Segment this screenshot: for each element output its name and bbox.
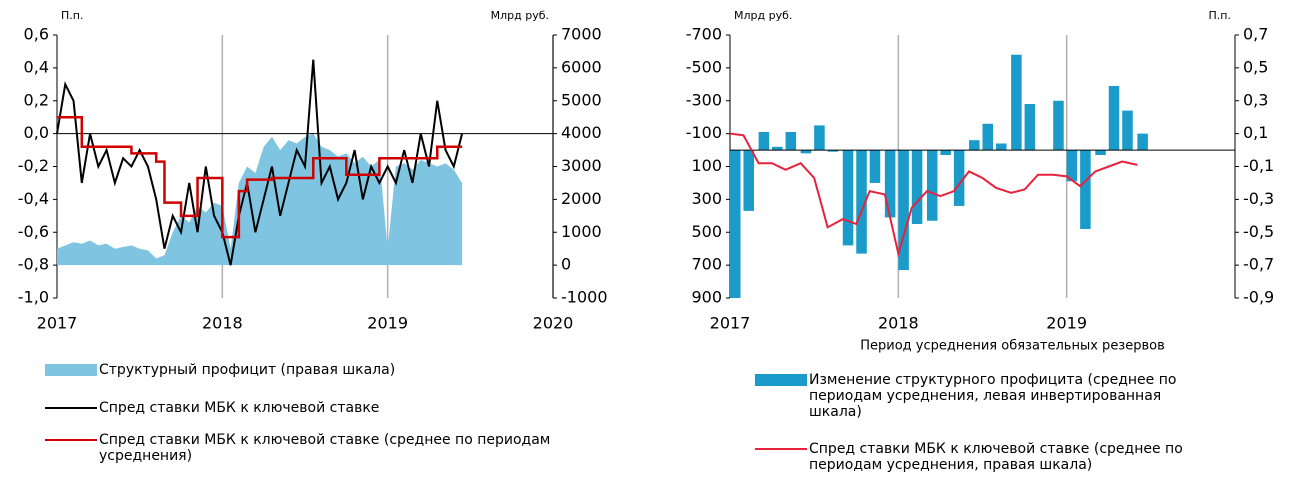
y2-tick-label: 6000	[561, 57, 602, 76]
y2-tick-label: -0,5	[1243, 222, 1274, 241]
bar	[1024, 104, 1036, 151]
y2-tick-label: 5000	[561, 90, 602, 109]
y-tick-label: -0,2	[18, 156, 49, 175]
legend-label: Изменение структурного профицита (средне…	[809, 372, 1177, 420]
legend-swatch	[755, 448, 807, 450]
line	[729, 132, 1138, 258]
y-tick-label: 900	[691, 288, 722, 307]
y-tick-label: -0,4	[18, 189, 49, 208]
legend-swatch	[755, 374, 807, 386]
y2-tick-label: 0,7	[1243, 25, 1268, 44]
y2-tick-label: -1000	[561, 288, 608, 307]
y-axis-label: П.п.	[61, 9, 83, 22]
bar	[758, 131, 770, 151]
x-tick-label: 2017	[710, 314, 751, 333]
y-tick-label: 300	[691, 189, 722, 208]
y-tick-label: 0,2	[24, 90, 49, 109]
bar	[995, 143, 1007, 151]
x-tick-label: 2018	[202, 314, 243, 333]
bar	[953, 150, 965, 206]
bar	[884, 150, 896, 218]
legend-item: Структурный профицит (правая шкала)	[45, 362, 605, 378]
bar	[856, 150, 867, 254]
bar	[911, 150, 923, 225]
legend-swatch	[45, 407, 97, 409]
bar	[785, 131, 797, 151]
y-tick-label: -500	[686, 57, 722, 76]
y2-tick-label: 7000	[561, 25, 602, 44]
y-tick-label: 0,0	[24, 123, 49, 142]
y2-axis-label: Млрд руб.	[491, 9, 549, 22]
legend-item: Спред ставки МБК к ключевой ставке	[45, 400, 605, 416]
bar	[1066, 150, 1078, 182]
y2-axis-label: П.п.	[1209, 9, 1231, 22]
bar	[926, 150, 938, 221]
y-tick-label: 0,6	[24, 25, 49, 44]
legend-label: Спред ставки МБК к ключевой ставке	[99, 400, 380, 416]
y-tick-label: 100	[691, 156, 722, 175]
bar	[982, 123, 994, 151]
x-tick-label: 2017	[37, 314, 78, 333]
y-tick-label: -100	[686, 123, 722, 142]
y-tick-label: 500	[691, 222, 722, 241]
bar	[898, 150, 909, 271]
y2-tick-label: -0,3	[1243, 189, 1274, 208]
y-tick-label: -300	[686, 90, 722, 109]
legend-swatch	[45, 364, 97, 376]
x-tick-label: 2019	[1046, 314, 1087, 333]
y2-tick-label: 2000	[561, 189, 602, 208]
legend-label: Спред ставки МБК к ключевой ставке (сред…	[809, 441, 1183, 473]
y2-tick-label: 3000	[561, 156, 602, 175]
bar	[842, 150, 854, 246]
bar	[743, 150, 754, 211]
y2-tick-label: 0,1	[1243, 123, 1268, 142]
y2-tick-label: -0,9	[1243, 288, 1274, 307]
bar	[1095, 150, 1106, 155]
y-tick-label: -0,6	[18, 222, 49, 241]
line	[56, 59, 464, 266]
y-tick-label: 0,4	[24, 57, 49, 76]
y2-tick-label: 4000	[561, 123, 602, 142]
legend-item: Изменение структурного профицита (средне…	[755, 372, 1205, 420]
bar	[827, 150, 839, 152]
bar	[1137, 133, 1148, 151]
y-tick-label: -0,8	[18, 255, 49, 274]
bar	[730, 150, 741, 298]
bar	[1011, 54, 1022, 151]
x-tick-label: 2019	[367, 314, 408, 333]
line	[57, 115, 463, 239]
area	[57, 133, 463, 266]
y2-tick-label: 0,3	[1243, 90, 1268, 109]
bar	[969, 140, 980, 151]
bar	[1122, 110, 1133, 151]
bar	[800, 150, 812, 154]
y2-tick-label: -0,7	[1243, 255, 1274, 274]
legend-swatch	[45, 439, 97, 441]
x-tick-label: 2020	[533, 314, 574, 333]
legend-label: Структурный профицит (правая шкала)	[99, 362, 396, 378]
y-tick-label: -700	[686, 25, 722, 44]
y2-tick-label: 1000	[561, 222, 602, 241]
legend-label: Спред ставки МБК к ключевой ставке (сред…	[99, 432, 551, 464]
bar	[814, 125, 825, 151]
y2-tick-label: 0,5	[1243, 57, 1268, 76]
bar	[772, 146, 783, 151]
y-tick-label: -1,0	[18, 288, 49, 307]
legend-item: Спред ставки МБК к ключевой ставке (сред…	[45, 432, 605, 464]
x-tick-label: 2018	[878, 314, 919, 333]
bar	[1053, 100, 1064, 151]
y2-tick-label: -0,1	[1243, 156, 1274, 175]
bar	[1080, 150, 1091, 229]
y2-tick-label: 0	[561, 255, 571, 274]
bar	[940, 150, 951, 155]
bar	[869, 150, 881, 183]
x-axis-label: Период усреднения обязательных резервов	[860, 339, 1165, 354]
y-tick-label: 700	[691, 255, 722, 274]
y-axis-label: Млрд руб.	[734, 9, 792, 22]
legend-item: Спред ставки МБК к ключевой ставке (сред…	[755, 441, 1205, 473]
bar	[1108, 85, 1120, 151]
